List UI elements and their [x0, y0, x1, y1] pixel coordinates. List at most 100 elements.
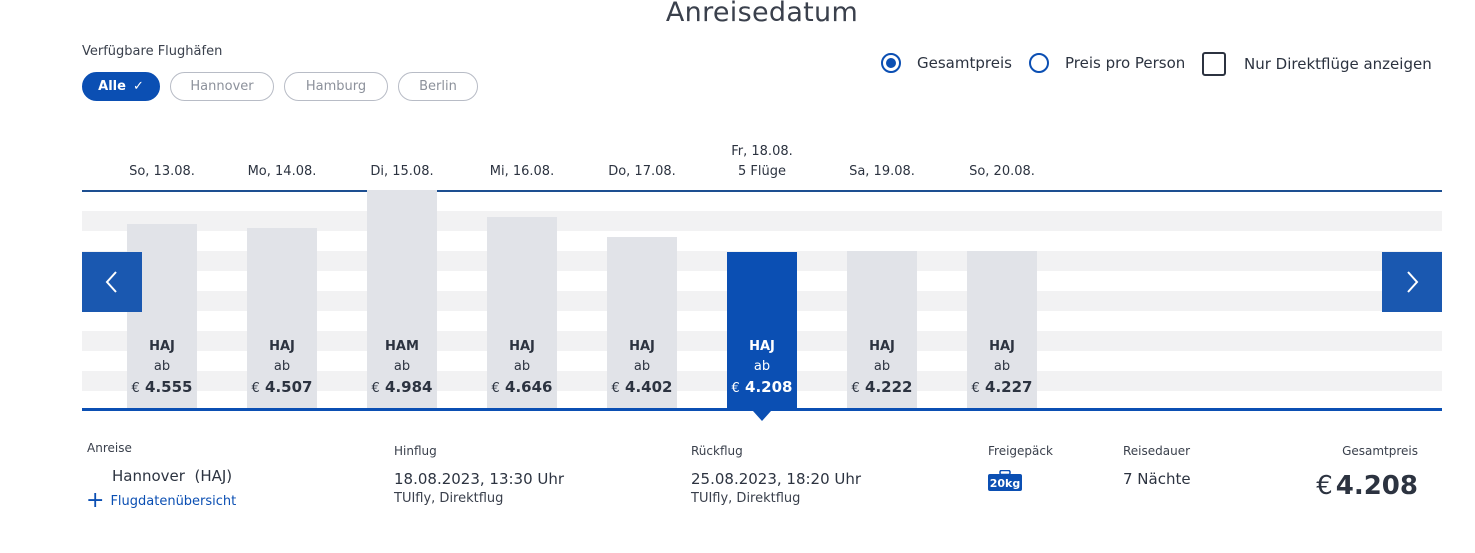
- bar-airport-code: HAJ: [509, 339, 535, 354]
- bar-label: HAJ ab € 4.208: [727, 337, 797, 399]
- chip-hamburg[interactable]: Hamburg: [284, 72, 388, 101]
- bar-currency: €: [851, 381, 860, 396]
- price-bar[interactable]: HAJ ab € 4.222: [847, 251, 917, 409]
- bar-currency: €: [371, 381, 380, 396]
- day-label[interactable]: So, 13.08.: [102, 162, 222, 182]
- total-price: €4.208: [1316, 471, 1418, 501]
- bar-price-value: 4.555: [145, 378, 193, 396]
- day-date: So, 20.08.: [969, 164, 1035, 179]
- bar-ab: ab: [633, 359, 651, 374]
- bar-price-value: 4.507: [265, 378, 313, 396]
- bar-currency: €: [611, 381, 620, 396]
- return-sub: TUIfly, Direktflug: [691, 491, 801, 506]
- day-label[interactable]: Mo, 14.08.: [222, 162, 342, 182]
- prev-button[interactable]: [82, 252, 142, 312]
- bar-label: HAJ ab € 4.507: [247, 337, 317, 399]
- option-direct-only-label: Nur Direktflüge anzeigen: [1244, 55, 1432, 73]
- chart-top-line: [82, 190, 1442, 192]
- checkbox-direct-only[interactable]: [1202, 52, 1226, 76]
- outbound-value: 18.08.2023, 13:30 Uhr: [394, 470, 565, 488]
- bar-airport-code: HAJ: [869, 339, 895, 354]
- outbound-label: Hinflug: [394, 444, 437, 458]
- price-bar[interactable]: HAM ab € 4.984: [367, 190, 437, 409]
- price-bar[interactable]: HAJ ab € 4.507: [247, 228, 317, 409]
- page-title: Anreisedatum: [665, 0, 859, 28]
- bar-ab: ab: [393, 359, 411, 374]
- day-date: Sa, 19.08.: [849, 164, 915, 179]
- bar-label: HAM ab € 4.984: [367, 337, 437, 399]
- baggage-label: Freigepäck: [988, 444, 1053, 458]
- total-label: Gesamtpreis: [1342, 444, 1418, 458]
- chip-all-label: Alle: [98, 79, 126, 94]
- day-date: Mo, 14.08.: [247, 164, 317, 179]
- bar-airport-code: HAJ: [149, 339, 175, 354]
- bar-price: € 4.208: [727, 377, 797, 399]
- option-per-person[interactable]: Preis pro Person: [1029, 53, 1185, 73]
- bar-ab: ab: [273, 359, 291, 374]
- day-label[interactable]: Mi, 16.08.: [462, 162, 582, 182]
- plus-icon: +: [86, 488, 105, 513]
- bar-price-value: 4.646: [505, 378, 553, 396]
- price-bar-selected[interactable]: HAJ ab € 4.208: [727, 252, 797, 409]
- bar-label: HAJ ab € 4.646: [487, 337, 557, 399]
- bar-price: € 4.646: [487, 377, 557, 399]
- chip-berlin[interactable]: Berlin: [398, 72, 478, 101]
- flight-overview-label: Flugdatenübersicht: [110, 493, 237, 509]
- bar-price: € 4.222: [847, 377, 917, 399]
- bar-ab: ab: [753, 359, 771, 374]
- return-value: 25.08.2023, 18:20 Uhr: [691, 470, 862, 488]
- bar-price: € 4.984: [367, 377, 437, 399]
- option-total-price[interactable]: Gesamtpreis: [881, 53, 1012, 73]
- bar-currency: €: [491, 381, 500, 396]
- bar-label: HAJ ab € 4.402: [607, 337, 677, 399]
- bar-price-value: 4.227: [985, 378, 1033, 396]
- total-currency: €: [1316, 471, 1333, 501]
- duration-value: 7 Nächte: [1123, 470, 1191, 488]
- option-total-price-label: Gesamtpreis: [917, 54, 1012, 72]
- bar-ab: ab: [153, 359, 171, 374]
- day-label[interactable]: Do, 17.08.: [582, 162, 702, 182]
- day-date: Mi, 16.08.: [489, 164, 555, 179]
- return-label: Rückflug: [691, 444, 743, 458]
- outbound-sub: TUIfly, Direktflug: [394, 491, 504, 506]
- bar-price-value: 4.984: [385, 378, 433, 396]
- chip-all[interactable]: Alle ✓: [82, 72, 160, 101]
- day-label[interactable]: So, 20.08.: [942, 162, 1062, 182]
- day-label[interactable]: Sa, 19.08.: [822, 162, 942, 182]
- bar-ab: ab: [993, 359, 1011, 374]
- day-label[interactable]: Fr, 18.08. 5 Flüge: [702, 142, 822, 182]
- flight-overview-link[interactable]: + Flugdatenübersicht: [86, 488, 237, 513]
- price-bar[interactable]: HAJ ab € 4.402: [607, 237, 677, 409]
- suitcase-icon: 20kg: [988, 470, 1022, 491]
- bar-price: € 4.227: [967, 377, 1037, 399]
- bar-price-value: 4.402: [625, 378, 673, 396]
- radio-total-price[interactable]: [881, 53, 901, 73]
- bar-currency: €: [251, 381, 260, 396]
- selected-pointer: [753, 411, 771, 421]
- day-flights: 5 Flüge: [738, 164, 786, 179]
- day-date: Di, 15.08.: [370, 164, 434, 179]
- day-date: So, 13.08.: [129, 164, 195, 179]
- bar-price: € 4.507: [247, 377, 317, 399]
- option-direct-only[interactable]: Nur Direktflüge anzeigen: [1202, 52, 1432, 76]
- next-button[interactable]: [1382, 252, 1442, 312]
- chevron-right-icon: [1407, 271, 1419, 293]
- radio-per-person[interactable]: [1029, 53, 1049, 73]
- chart-baseline: [82, 408, 1442, 411]
- duration-label: Reisedauer: [1123, 444, 1191, 458]
- day-label[interactable]: Di, 15.08.: [342, 162, 462, 182]
- bar-price-value: 4.222: [865, 378, 913, 396]
- price-bar[interactable]: HAJ ab € 4.646: [487, 217, 557, 409]
- bar-airport-code: HAJ: [749, 339, 775, 354]
- day-date: Fr, 18.08.: [731, 144, 793, 159]
- total-value: 4.208: [1335, 471, 1418, 501]
- chip-hannover[interactable]: Hannover: [170, 72, 274, 101]
- bar-airport-code: HAJ: [269, 339, 295, 354]
- arrival-value: Hannover (HAJ): [112, 467, 233, 485]
- bar-airport-code: HAJ: [989, 339, 1015, 354]
- airports-label: Verfügbare Flughäfen: [82, 44, 223, 59]
- bar-price: € 4.555: [127, 377, 197, 399]
- price-bar[interactable]: HAJ ab € 4.227: [967, 251, 1037, 409]
- bar-label: HAJ ab € 4.227: [967, 337, 1037, 399]
- arrival-label: Anreise: [87, 441, 132, 455]
